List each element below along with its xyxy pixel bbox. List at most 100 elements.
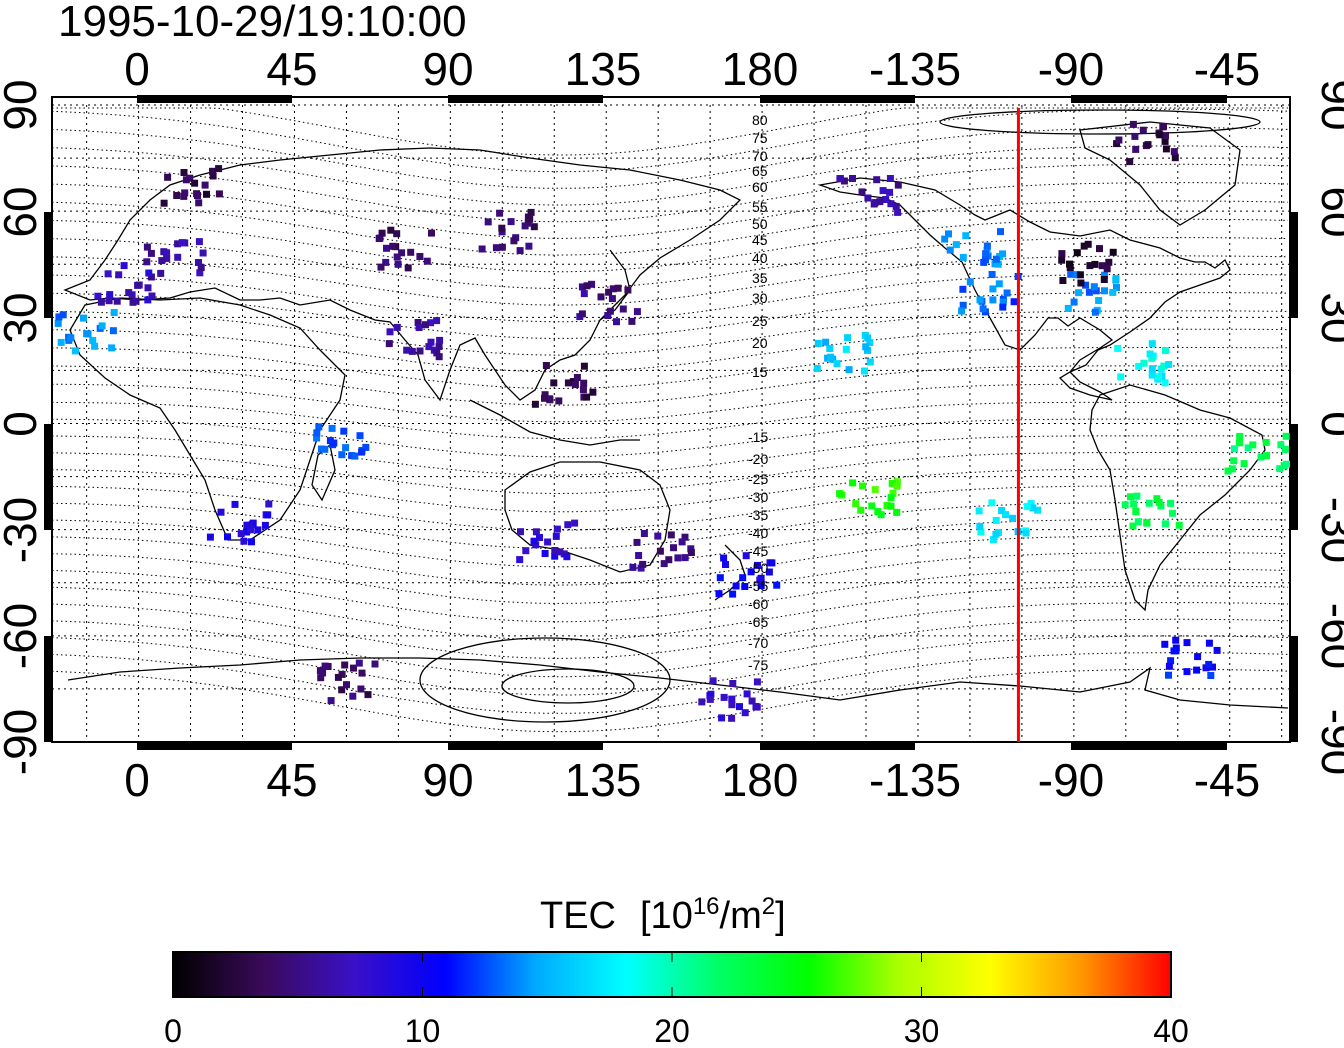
magnetic-contour [51, 618, 1289, 678]
tec-point [988, 271, 996, 278]
coast-indonesia [469, 399, 640, 446]
tec-point [357, 685, 365, 693]
tec-point [1277, 441, 1285, 449]
tec-point [840, 177, 848, 185]
tec-point [1022, 529, 1030, 537]
tec-point [113, 297, 121, 305]
left-axis-bar [44, 212, 52, 318]
contour-label: -70 [748, 635, 768, 651]
top-axis-bar [137, 95, 292, 103]
tec-point [550, 379, 558, 387]
tec-point [728, 714, 736, 722]
tec-point [868, 502, 876, 510]
tec-point [507, 218, 515, 226]
tec-point [334, 673, 342, 681]
tec-point [709, 677, 717, 685]
tec-point [206, 533, 214, 541]
tec-point [1161, 137, 1169, 145]
contour-label: 45 [752, 232, 768, 248]
tec-point [606, 307, 614, 315]
tec-point [1161, 379, 1169, 387]
tec-point [579, 386, 587, 394]
tec-point [265, 500, 273, 508]
contour-label: -50 [748, 560, 768, 576]
tec-point [160, 199, 168, 207]
tec-point [358, 669, 366, 677]
tec-point [757, 582, 765, 590]
tec-point [959, 253, 967, 261]
tec-point [747, 568, 755, 576]
tec-point [1131, 132, 1139, 140]
tec-point [637, 564, 645, 572]
contour-label: -30 [748, 489, 768, 505]
tec-point [639, 560, 647, 568]
antarctic-ring [501, 668, 635, 704]
tec-point [1224, 467, 1232, 475]
tec-point [892, 202, 900, 210]
tec-point [71, 347, 79, 355]
tec-point [995, 280, 1003, 288]
tec-point [1155, 373, 1162, 381]
magnetic-contour [51, 552, 1289, 604]
tec-point [108, 344, 116, 352]
x-tick-top: -45 [1194, 43, 1260, 95]
tec-point [1084, 240, 1092, 248]
tec-point [1282, 432, 1290, 440]
tec-point [403, 346, 411, 354]
coast-south-america [1089, 384, 1266, 612]
tec-point [163, 249, 171, 257]
contour-label: -65 [748, 614, 768, 630]
magnetic-contour [51, 237, 1289, 289]
magnetic-contour [51, 568, 1289, 623]
tec-point [387, 226, 395, 234]
tec-point [532, 528, 540, 536]
tec-point [1098, 262, 1106, 270]
tec-point [343, 681, 350, 689]
tec-point [877, 511, 885, 519]
tec-point [196, 269, 204, 277]
tec-point [181, 189, 189, 197]
tec-point [1117, 373, 1125, 381]
tec-point [1029, 504, 1037, 512]
tec-point [552, 532, 560, 540]
tec-point [163, 254, 171, 262]
tec-point [1095, 297, 1103, 304]
tec-point [1276, 465, 1284, 473]
contour-label: -45 [748, 543, 768, 559]
x-tick-top: -90 [1038, 43, 1104, 95]
tec-point [580, 379, 588, 387]
tec-point [422, 321, 429, 329]
tec-point [356, 432, 364, 440]
x-tick-top: 90 [422, 43, 473, 95]
tec-point [1067, 270, 1075, 278]
tec-point [362, 443, 370, 451]
x-tick-bottom: 0 [124, 754, 150, 806]
tec-point [882, 196, 890, 203]
contour-label: 75 [752, 130, 768, 146]
tec-point [394, 260, 402, 268]
tec-point [174, 253, 182, 261]
tec-point [992, 516, 1000, 524]
tec-point [147, 273, 155, 281]
tec-point [199, 249, 207, 257]
tec-point [330, 439, 338, 447]
tec-point [1155, 499, 1163, 506]
coast-arctic-ice [939, 109, 1261, 135]
tec-point [1262, 438, 1270, 446]
tec-point [542, 362, 550, 369]
y-tick-right: 30 [1312, 292, 1344, 343]
tec-point [1096, 245, 1103, 253]
tec-point [247, 526, 255, 534]
tec-point [842, 345, 850, 353]
tec-point [98, 322, 106, 330]
tec-point [386, 328, 394, 336]
tec-point [338, 670, 346, 678]
y-tick-right: 90 [1312, 79, 1344, 130]
tec-point [428, 229, 435, 237]
tec-point [741, 583, 749, 590]
tec-point [209, 167, 216, 175]
tec-point [436, 336, 444, 344]
tec-point [115, 271, 123, 279]
tec-point [240, 537, 248, 545]
tec-point [864, 334, 872, 342]
